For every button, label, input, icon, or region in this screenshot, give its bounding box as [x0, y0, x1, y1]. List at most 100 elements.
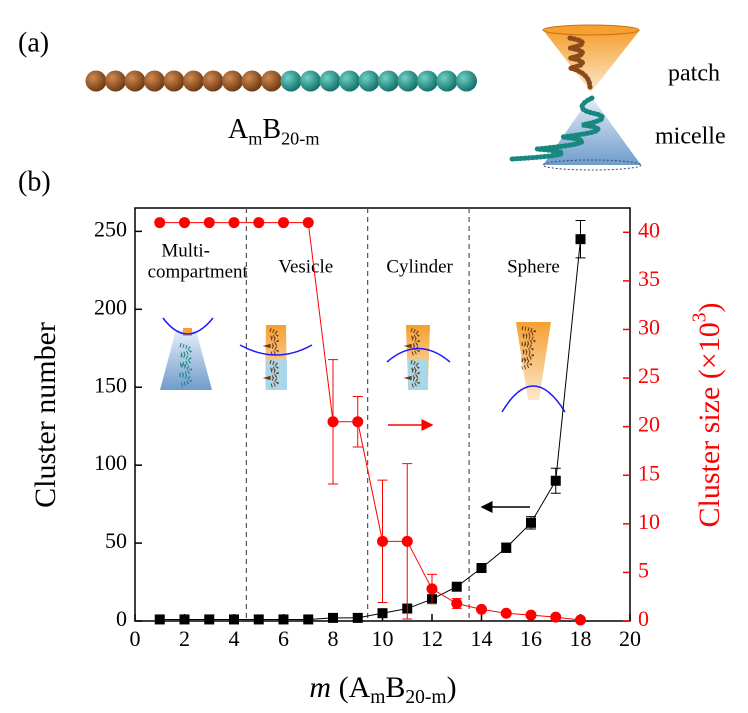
data-point: [501, 543, 511, 553]
y-tick-label: 250: [94, 216, 127, 241]
data-point: [179, 217, 190, 228]
bead: [300, 71, 321, 92]
text-part: m: [309, 671, 331, 704]
y-tick-label: 150: [94, 372, 127, 397]
data-point: [550, 612, 561, 623]
region-label: Sphere: [507, 256, 560, 277]
bead: [417, 71, 438, 92]
region-label: Cylinder: [386, 256, 453, 277]
bead: [281, 71, 302, 92]
data-point: [229, 614, 239, 624]
x-tick-label: 8: [328, 626, 339, 651]
text-part: B: [262, 114, 281, 145]
y-tick-label: 100: [94, 450, 127, 475]
figure: (a) patch micelle AmB20-m (b) Cluster nu…: [0, 0, 748, 713]
bead: [437, 71, 458, 92]
data-point: [253, 217, 264, 228]
data-point: [551, 476, 561, 486]
y2-tick-label: 30: [638, 315, 660, 340]
text-part: A: [228, 114, 249, 145]
patch-label: patch: [668, 61, 720, 87]
panel-label: (b): [18, 166, 51, 197]
bead: [261, 71, 282, 92]
data-point: [501, 608, 512, 619]
micelle-label: micelle: [655, 124, 726, 150]
text-part: B: [385, 671, 405, 704]
background: [0, 0, 748, 713]
y-tick-label: 50: [105, 528, 127, 553]
data-point: [353, 613, 363, 623]
data-point: [526, 610, 537, 621]
data-point: [303, 614, 313, 624]
y2-tick-label: 10: [638, 509, 660, 534]
data-point: [278, 217, 289, 228]
x-tick-label: 14: [471, 626, 493, 651]
data-point: [476, 604, 487, 615]
data-point: [180, 614, 190, 624]
data-point: [204, 217, 215, 228]
x-tick-label: 2: [179, 626, 190, 651]
y2-tick-label: 15: [638, 460, 660, 485]
bead: [320, 71, 341, 92]
data-point: [477, 563, 487, 573]
panel-label: (a): [18, 27, 49, 58]
bead: [203, 71, 224, 92]
text-part: 20-m: [281, 129, 319, 149]
y2-tick-label: 5: [638, 557, 649, 582]
bead: [222, 71, 243, 92]
data-point: [328, 416, 339, 427]
bead: [86, 71, 107, 92]
data-point: [575, 615, 586, 626]
data-point: [352, 416, 363, 427]
bead: [339, 71, 360, 92]
text-part: ): [447, 671, 457, 704]
y2-tick-label: 35: [638, 266, 660, 291]
data-point: [155, 614, 165, 624]
data-point: [303, 217, 314, 228]
text-part: ): [693, 303, 726, 313]
text-part: (A: [331, 671, 370, 704]
y-axis-label: Cluster number: [29, 322, 62, 508]
bead: [144, 71, 165, 92]
data-point: [526, 518, 536, 528]
text-part: 20-m: [405, 687, 446, 708]
data-point: [229, 217, 240, 228]
data-point: [427, 583, 438, 594]
bead: [183, 71, 204, 92]
bead: [456, 71, 477, 92]
y2-axis-label: Cluster size (×103): [690, 303, 726, 528]
data-point: [576, 234, 586, 244]
data-point: [451, 598, 462, 609]
region-label: compartment: [148, 261, 249, 282]
y-tick-label: 0: [116, 606, 127, 631]
data-point: [254, 614, 264, 624]
text-part: m: [248, 129, 262, 149]
x-tick-label: 6: [278, 626, 289, 651]
x-tick-label: 16: [520, 626, 542, 651]
y-tick-label: 200: [94, 294, 127, 319]
bead: [398, 71, 419, 92]
text-part: Cluster size (×10: [693, 322, 726, 527]
x-tick-label: 12: [421, 626, 443, 651]
bead: [125, 71, 146, 92]
bead: [242, 71, 263, 92]
y2-tick-label: 25: [638, 363, 660, 388]
bead: [359, 71, 380, 92]
data-point: [154, 217, 165, 228]
y2-tick-label: 20: [638, 412, 660, 437]
text-part: m: [370, 687, 385, 708]
data-point: [204, 614, 214, 624]
data-point: [279, 614, 289, 624]
data-point: [378, 608, 388, 618]
region-label: Vesicle: [278, 256, 333, 277]
y2-tick-label: 40: [638, 217, 660, 242]
data-point: [402, 536, 413, 547]
bead: [164, 71, 185, 92]
x-tick-label: 10: [372, 626, 394, 651]
bead: [105, 71, 126, 92]
data-point: [377, 536, 388, 547]
text-part: 3: [690, 313, 711, 323]
x-tick-label: 0: [130, 626, 141, 651]
x-tick-label: 18: [570, 626, 592, 651]
region-label: Multi-: [161, 240, 210, 261]
